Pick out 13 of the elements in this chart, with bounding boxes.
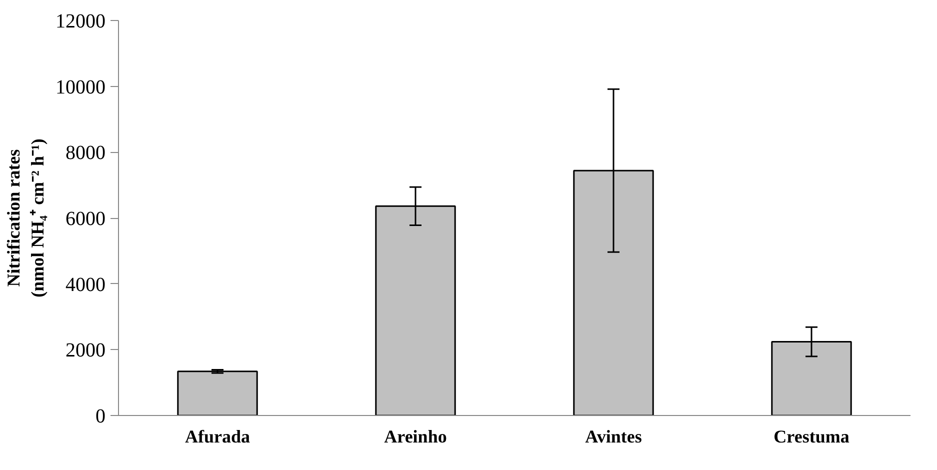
x-tick-label: Areinho [384,426,447,446]
x-tick-label: Avintes [585,426,642,446]
x-tick-label: Afurada [185,426,250,446]
y-axis-title: Nitrification rates (nmol NH₄⁺ cm⁻² h⁻¹) [4,138,48,298]
y-tick-label: 10000 [56,76,106,98]
y-tick-label: 6000 [66,208,106,230]
y-tick-label: 2000 [66,340,106,362]
y-tick-label: 8000 [66,142,106,164]
bar [177,370,258,416]
y-tick-label: 0 [96,406,106,428]
y-tick-label: 4000 [66,274,106,296]
y-tick-label: 12000 [56,10,106,32]
x-tick-label: Crestuma [774,426,850,446]
